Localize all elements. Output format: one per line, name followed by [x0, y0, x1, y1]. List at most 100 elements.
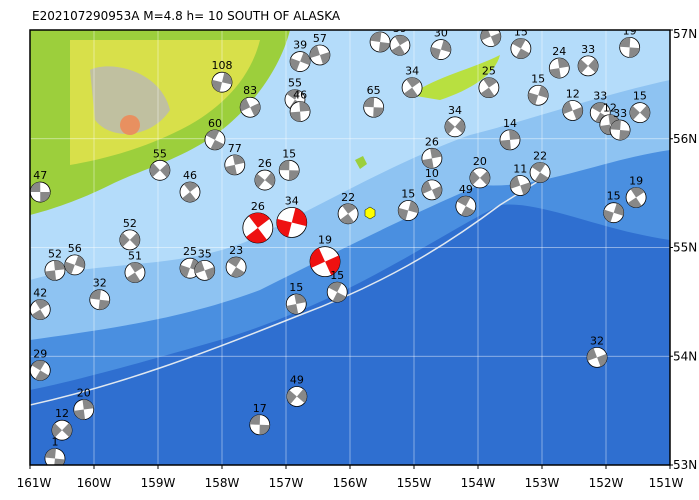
x-tick-label: 160W: [77, 476, 112, 490]
compression-quadrant: [480, 77, 498, 98]
depth-label: 55: [288, 77, 302, 90]
island: [410, 55, 500, 100]
depth-label: 25: [482, 65, 496, 78]
depth-label: 35: [198, 247, 212, 260]
epicenter: [364, 206, 376, 220]
depth-label: 12: [55, 407, 69, 420]
depth-label: 15: [330, 269, 344, 282]
depth-label: 20: [473, 155, 487, 168]
depth-label: 49: [459, 183, 473, 196]
depth-label: 56: [68, 242, 82, 255]
depth-label: 11: [513, 163, 527, 176]
depth-label: 47: [33, 169, 47, 182]
depth-label: 52: [123, 217, 137, 230]
depth-label: 77: [228, 142, 242, 155]
compression-quadrant: [31, 360, 49, 381]
depth-label: 60: [208, 117, 222, 130]
y-tick-label: 56N: [673, 132, 697, 146]
y-tick-label: 55N: [673, 241, 697, 255]
compression-quadrant: [180, 258, 201, 278]
depth-label: 83: [243, 84, 257, 97]
depth-label: 29: [33, 347, 47, 360]
depth-label: 1: [51, 435, 58, 448]
depth-label: 34: [405, 65, 419, 78]
compression-quadrant: [422, 148, 442, 169]
compression-quadrant: [587, 347, 608, 367]
depth-label: 46: [183, 169, 197, 182]
compression-quadrant: [45, 448, 65, 465]
depth-label: 68: [373, 19, 387, 32]
depth-label: 33: [593, 90, 607, 103]
depth-label: 39: [293, 39, 307, 52]
compression-quadrant: [603, 203, 624, 223]
compression-quadrant: [194, 260, 215, 280]
depth-label: 15: [531, 72, 545, 85]
beachballs: 47 46 108 83 60 77 26 15 26 34 19 15 15 49 17 22 15 10 49 2…: [30, 14, 651, 465]
compression-quadrant: [249, 414, 270, 435]
map-title: E202107290953A M=4.8 h= 10 SOUTH OF ALAS…: [32, 9, 341, 23]
depth-label: 12: [566, 87, 580, 100]
x-tick-label: 153W: [525, 476, 560, 490]
depth-label: 49: [290, 373, 304, 386]
compression-quadrant: [126, 262, 144, 283]
x-tick-label: 154W: [461, 476, 496, 490]
trench: [30, 179, 541, 406]
depth-label: 15: [401, 188, 415, 201]
depth-label: 46: [293, 89, 307, 102]
x-tick-label: 159W: [141, 476, 176, 490]
compression-quadrant: [245, 212, 270, 243]
compression-quadrant: [227, 257, 245, 278]
compression-quadrant: [480, 30, 501, 46]
peak: [120, 115, 140, 135]
compression-quadrant: [510, 176, 531, 195]
depth-label: 15: [514, 25, 528, 38]
depth-label: 19: [318, 234, 332, 247]
depth-label: 26: [251, 200, 265, 213]
y-tick-label: 54N: [673, 349, 697, 363]
mountains: [90, 66, 170, 134]
x-tick-label: 161W: [17, 476, 52, 490]
depth-label: 33: [613, 107, 627, 120]
compression-quadrant: [531, 162, 549, 183]
x-tick-label: 151W: [649, 476, 684, 490]
compression-quadrant: [45, 260, 65, 281]
compression-quadrant: [363, 97, 384, 118]
compression-quadrant: [119, 232, 140, 247]
compression-quadrant: [31, 299, 49, 320]
depth-label: 65: [367, 84, 381, 97]
compression-quadrant: [64, 255, 85, 275]
depth-label: 12: [603, 102, 617, 115]
compression-quadrant: [610, 120, 631, 141]
compression-quadrant: [528, 85, 549, 105]
compression-quadrant: [212, 72, 232, 92]
compression-quadrant: [627, 187, 645, 208]
x-tick-label: 156W: [333, 476, 368, 490]
compression-quadrant: [370, 31, 390, 52]
compression-quadrant: [430, 39, 451, 60]
compression-quadrant: [469, 170, 490, 186]
island: [355, 156, 367, 169]
depth-label: 15: [289, 281, 303, 294]
depth-label: 39: [393, 22, 407, 35]
compression-quadrant: [73, 399, 94, 420]
compression-quadrant: [629, 105, 650, 120]
depth-label: 22: [533, 149, 547, 162]
depth-label: 10: [425, 167, 439, 180]
depth-label: 108: [212, 59, 233, 72]
depth-label: 20: [77, 387, 91, 400]
compression-quadrant: [512, 38, 530, 59]
y-tick-label: 53N: [673, 458, 697, 472]
compression-quadrant: [403, 77, 421, 98]
compression-quadrant: [310, 247, 341, 276]
depth-label: 15: [282, 147, 296, 160]
depth-label: 21: [484, 14, 498, 27]
compression-quadrant: [290, 52, 311, 71]
depth-label: 17: [253, 402, 267, 415]
depth-label: 24: [552, 45, 566, 58]
y-tick-label: 57N: [673, 27, 697, 41]
depth-label: 55: [153, 147, 167, 160]
depth-label: 51: [128, 250, 142, 263]
depth-label: 42: [33, 286, 47, 299]
compression-quadrant: [205, 129, 224, 150]
